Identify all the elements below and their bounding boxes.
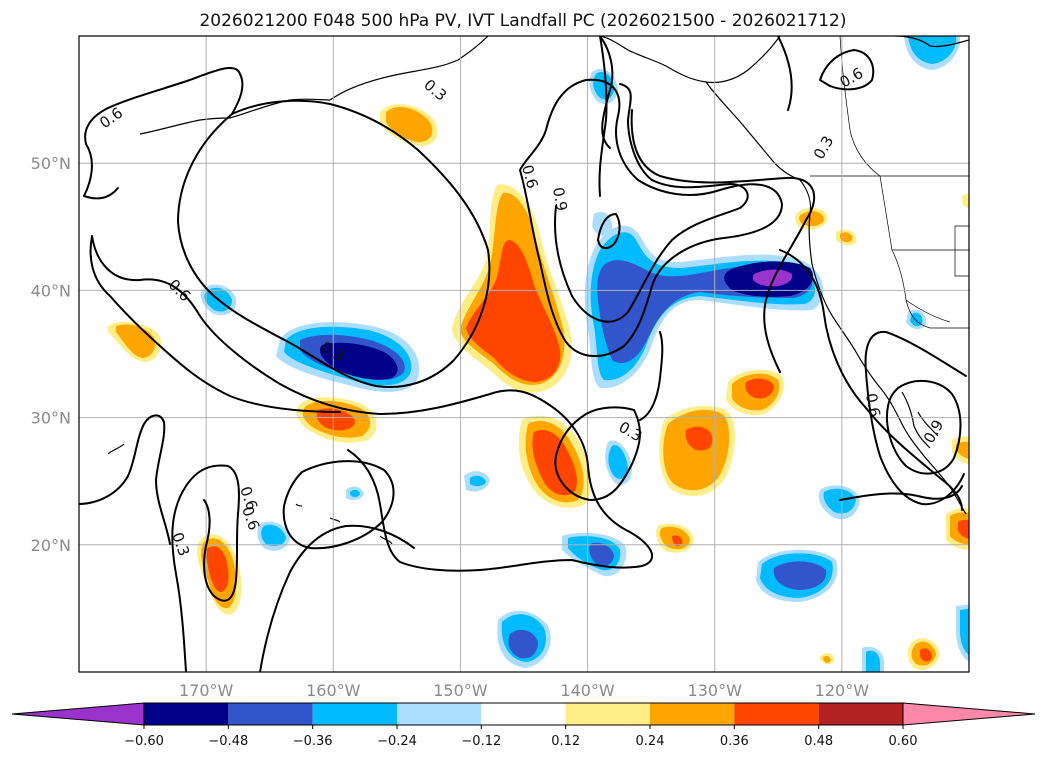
- contour-0.3-east: [598, 36, 816, 373]
- colorbar-segment: [481, 703, 566, 725]
- colorbar-segment: [734, 703, 819, 725]
- latitude-label: 50°N: [31, 154, 71, 173]
- contour-0.3-south: [599, 36, 614, 149]
- longitude-label: 160°W: [306, 681, 361, 700]
- map-title: 2026021200 F048 500 hPa PV, IVT Landfall…: [199, 11, 846, 31]
- gridlines: [79, 36, 969, 672]
- latitude-label: 40°N: [31, 281, 71, 300]
- contour-label: 0.6: [862, 392, 884, 419]
- colorbar-segment: [312, 703, 397, 725]
- colorbar-extend-min: [11, 702, 145, 726]
- colorbar-tick-label: 0.60: [889, 734, 918, 749]
- contour-0.6-tongue: [519, 78, 783, 358]
- colorbar-segment: [397, 703, 482, 725]
- pv-contours: [79, 36, 967, 672]
- longitude-label: 120°W: [815, 681, 870, 700]
- colorbar-tick-label: −0.12: [461, 734, 501, 749]
- colorbar-tick-label: −0.36: [293, 734, 333, 749]
- colorbar-extend-max: [902, 702, 1036, 726]
- longitude-labels: 170°W 160°W 150°W 140°W 130°W 120°W: [179, 681, 869, 700]
- colorbar-segment: [228, 703, 313, 725]
- colorbar-tick-labels: −0.60 −0.48 −0.36 −0.24 −0.12 0.12 0.24 0.36 0.4…: [124, 725, 917, 749]
- latitude-label: 20°N: [31, 536, 71, 555]
- latitude-label: 30°N: [31, 409, 71, 428]
- contour-label: 0.6: [518, 163, 542, 191]
- longitude-label: 130°W: [688, 681, 743, 700]
- colorbar-segment: [144, 703, 229, 725]
- colorbar-tick-label: −0.48: [208, 734, 248, 749]
- political-borders: [810, 36, 969, 329]
- colorbar: [11, 702, 1036, 726]
- map-area: 0.6 0.3 0.6 0.9 0.3 0.6 0.6 0.3 0.3 0.6 …: [79, 36, 969, 672]
- contour-0.3-central-loop: [177, 99, 491, 388]
- anomaly-fills: [108, 36, 969, 672]
- colorbar-segment: [565, 703, 650, 725]
- contour-0.9: [553, 83, 749, 323]
- longitude-label: 140°W: [560, 681, 615, 700]
- contour-label: 0.9: [549, 186, 571, 213]
- longitude-label: 150°W: [433, 681, 488, 700]
- longitude-label: 170°W: [179, 681, 234, 700]
- colorbar-tick-label: 0.24: [636, 734, 665, 749]
- latitude-labels: 20°N 30°N 40°N 50°N: [31, 154, 71, 555]
- colorbar-segment: [650, 703, 735, 725]
- colorbar-tick-label: 0.12: [551, 734, 580, 749]
- colorbar-frame: [143, 702, 904, 726]
- colorbar-segment: [818, 703, 903, 725]
- colorbar-tick-label: 0.48: [804, 734, 833, 749]
- colorbar-tick-label: −0.24: [377, 734, 417, 749]
- colorbar-tick-label: −0.60: [124, 734, 164, 749]
- north-american-coastline: [599, 36, 969, 515]
- map-frame: [78, 35, 970, 673]
- colorbar-tick-label: 0.36: [720, 734, 749, 749]
- contour-0.6-west: [89, 235, 549, 415]
